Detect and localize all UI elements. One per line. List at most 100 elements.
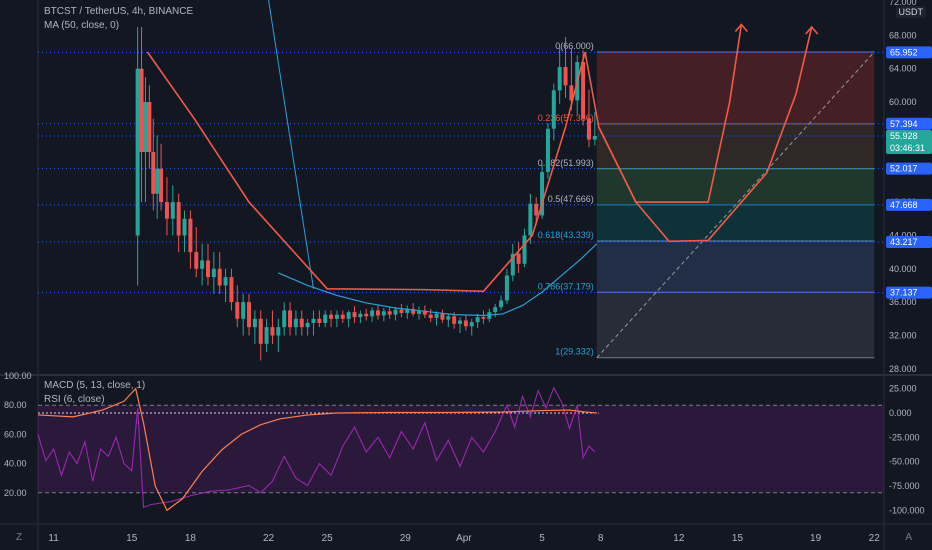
candle-body [405, 308, 410, 313]
candle-body [334, 314, 339, 319]
price-tag-bg [886, 235, 932, 248]
candle-body [540, 172, 545, 216]
macd-tick-label: -100.000 [889, 505, 925, 515]
candle-body [293, 318, 298, 328]
candle-body [475, 317, 480, 323]
candle-body [493, 307, 498, 313]
candle-body [276, 327, 281, 336]
price-tick-label: 64.000 [889, 64, 917, 74]
price-tick-label: 72.000 [889, 0, 917, 7]
price-tick-label: 40.000 [889, 264, 917, 274]
candle-body [323, 314, 328, 323]
candle-body [176, 202, 181, 236]
rsi-tick-label: 60.00 [4, 429, 27, 439]
candle-body [428, 314, 433, 318]
candle-body [252, 318, 257, 328]
rsi-tick-label: 40.00 [4, 459, 27, 469]
candle-body [311, 318, 316, 323]
time-tick-label: Apr [456, 533, 472, 544]
price-tick-label: 60.000 [889, 97, 917, 107]
candle-body [205, 260, 210, 278]
candle-body [381, 311, 386, 316]
fib-label: 0.5(47.666) [548, 194, 594, 204]
fib-label: 0.382(51.993) [538, 158, 594, 168]
candle-body [387, 311, 392, 315]
candle-body [235, 302, 240, 319]
price-tag-bg [886, 198, 932, 211]
fib-label: 0(66.000) [555, 41, 594, 51]
countdown-label: 03:46:31 [890, 143, 925, 153]
candle-body [534, 203, 539, 216]
candle-body [569, 85, 574, 101]
candle-body [522, 235, 527, 264]
candle-body [270, 327, 275, 336]
candle-body [151, 152, 156, 194]
fib-zone-5 [596, 292, 875, 358]
candle-body [364, 313, 369, 317]
macd-tick-label: -50.000 [889, 457, 920, 467]
rsi-legend: RSI (6, close) [44, 394, 105, 405]
candle-body [399, 309, 404, 313]
time-tick-label: 18 [185, 533, 197, 544]
fib-zone-3 [596, 204, 875, 241]
time-tick-label: 25 [322, 533, 334, 544]
projection-path-main [146, 26, 813, 293]
price-tag-label: 43.217 [890, 237, 918, 247]
price-tag-label: 65.952 [890, 47, 918, 57]
candle-body [504, 275, 509, 301]
price-tag-label: 55.928 [890, 131, 918, 141]
candle-body [557, 67, 562, 91]
time-tick-label: 15 [732, 533, 744, 544]
candle-body [469, 322, 474, 327]
macd-tick-label: -75.000 [889, 481, 920, 491]
price-tick-label: 28.000 [889, 364, 917, 374]
candle-body [563, 67, 568, 86]
candle-body [434, 313, 439, 318]
candle-body [217, 268, 222, 286]
candle-body [247, 302, 252, 328]
candle-body [346, 312, 351, 319]
candle-body [143, 102, 148, 153]
candle-body [528, 203, 533, 236]
macd-tick-label: -25.000 [889, 432, 920, 442]
candle-body [241, 302, 246, 319]
candle-body [458, 320, 463, 324]
price-tick-label: 44.000 [889, 230, 917, 240]
time-tick-label: 29 [400, 533, 412, 544]
candle-body [516, 253, 521, 264]
candle-body [545, 128, 550, 173]
fib-zone-1 [596, 123, 875, 169]
candle-body [147, 102, 152, 153]
candle-body [170, 202, 175, 219]
candle-body [139, 68, 144, 153]
candle-body [416, 310, 421, 314]
macd-line [37, 387, 597, 512]
price-tag-label: 52.017 [890, 164, 918, 174]
time-tick-label: 5 [539, 533, 545, 544]
candle-body [135, 68, 140, 236]
price-tag-label: 37.137 [890, 288, 918, 298]
candle-body [452, 316, 457, 324]
price-tag-bg [886, 162, 932, 175]
candle-body [155, 168, 160, 194]
candle-body [317, 318, 322, 323]
ma-legend: MA (50, close, 0) [44, 20, 120, 31]
candle-body [411, 308, 416, 314]
candle-body [164, 202, 169, 219]
fib-trend-line [596, 51, 875, 359]
rsi-line [37, 386, 596, 509]
macd-tick-label: 0.000 [889, 408, 912, 418]
candle-body [223, 277, 228, 286]
candle-body [229, 277, 234, 303]
candle-body [211, 268, 216, 278]
candle-body [463, 320, 468, 327]
auto-scale-button[interactable]: A [905, 532, 912, 543]
rsi-band-fill [38, 405, 884, 493]
corner-left-label[interactable]: Z [16, 532, 23, 543]
candle-body [352, 312, 357, 318]
currency-label[interactable]: USDT [895, 6, 926, 18]
fib-label: 0.236(57.386) [538, 113, 594, 123]
price-tag-bg [886, 286, 932, 299]
price-tick-label: 32.000 [889, 330, 917, 340]
